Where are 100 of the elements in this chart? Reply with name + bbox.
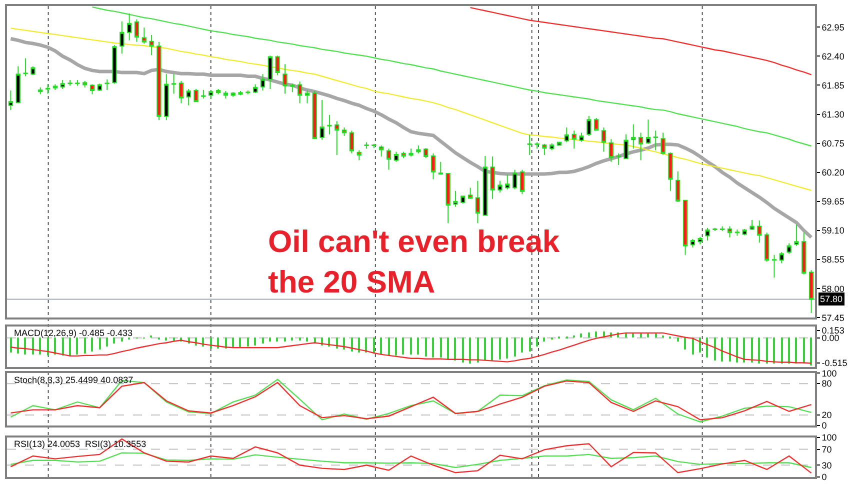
candlestick — [297, 81, 302, 104]
bar — [580, 334, 582, 338]
bar — [588, 332, 590, 338]
candlestick — [364, 142, 369, 150]
line-series — [10, 438, 812, 474]
bar — [499, 338, 501, 360]
candlestick — [216, 88, 221, 95]
bar — [529, 338, 531, 352]
candlestick — [727, 226, 732, 238]
candlestick — [8, 90, 14, 111]
annotation: Oil can't even break the 20 SMA — [268, 224, 560, 300]
candlestick — [408, 148, 414, 158]
candlestick — [660, 132, 666, 155]
bar — [595, 332, 597, 338]
candlestick — [475, 180, 480, 224]
bar — [99, 338, 101, 350]
line-series — [10, 28, 812, 191]
bar — [536, 338, 538, 347]
y-tick-label: 0 — [822, 472, 827, 482]
bar — [410, 338, 412, 355]
candlestick — [734, 228, 740, 236]
bar — [440, 338, 442, 358]
candlestick — [104, 78, 110, 90]
y-tick-label: 62.95 — [822, 22, 844, 32]
bar — [239, 338, 241, 348]
bar — [173, 338, 175, 341]
candlestick — [401, 151, 406, 159]
candlestick — [230, 92, 236, 98]
bar — [706, 338, 708, 358]
candlestick — [134, 18, 140, 42]
bar — [625, 334, 627, 338]
bar — [425, 338, 427, 357]
ref-line-label: 57.80 — [820, 294, 843, 304]
bar — [743, 338, 745, 363]
bar — [714, 338, 716, 361]
bar — [91, 338, 93, 352]
y-tick-label: 100 — [822, 368, 837, 378]
candlestick — [342, 127, 347, 136]
bar — [758, 338, 760, 364]
candlestick — [616, 152, 621, 166]
candlestick — [668, 152, 673, 192]
candlestick — [68, 79, 72, 86]
candlestick — [275, 55, 280, 76]
candlestick — [794, 224, 799, 246]
bar — [506, 338, 508, 359]
bar — [803, 338, 805, 364]
y-tick-label: 60.75 — [822, 138, 844, 149]
y-tick-label: 58.00 — [822, 284, 844, 294]
candlestick — [802, 232, 806, 275]
y-tick-label: 62.40 — [822, 51, 844, 62]
bar — [454, 338, 456, 361]
candlestick — [164, 74, 169, 121]
y-tick-label: 30 — [822, 460, 832, 470]
candlestick — [268, 55, 272, 90]
candlestick — [705, 227, 710, 242]
candlestick — [30, 66, 36, 76]
candlestick — [750, 219, 754, 230]
candlestick — [482, 156, 488, 216]
bar — [343, 338, 345, 350]
candlestick — [542, 143, 547, 156]
candlestick — [446, 172, 450, 224]
candlestick — [156, 41, 162, 121]
bar — [766, 338, 768, 364]
candlestick — [779, 252, 784, 264]
line-series — [10, 452, 812, 468]
bar — [24, 338, 26, 355]
bar — [477, 338, 479, 363]
bar — [47, 338, 49, 356]
bar — [17, 338, 19, 354]
bar — [121, 338, 123, 342]
candlestick — [60, 79, 65, 90]
candlestick — [720, 226, 725, 232]
bar — [729, 338, 731, 362]
bar — [32, 338, 34, 355]
y-tick-label: 100 — [822, 432, 837, 443]
bar — [773, 338, 775, 364]
bar — [417, 338, 419, 355]
candlestick — [512, 169, 518, 190]
bar — [395, 338, 397, 356]
bar — [291, 338, 293, 341]
candlestick — [653, 130, 658, 151]
y-tick-label: 59.10 — [822, 226, 844, 236]
bar — [692, 338, 694, 355]
bar — [269, 338, 271, 342]
candlestick — [178, 80, 184, 104]
candlestick — [764, 232, 770, 262]
candlestick — [808, 270, 814, 314]
bar — [543, 338, 545, 342]
candlestick — [786, 242, 792, 254]
bar — [521, 338, 523, 353]
candlestick — [349, 130, 354, 154]
bar — [358, 338, 360, 353]
candlestick — [520, 169, 525, 195]
bar — [299, 338, 301, 341]
bar — [276, 338, 278, 342]
bar — [491, 338, 493, 361]
candlestick — [430, 152, 436, 180]
y-tick-label: 70 — [822, 444, 832, 454]
candlestick — [586, 115, 592, 136]
y-tick-label: 59.65 — [822, 196, 844, 207]
